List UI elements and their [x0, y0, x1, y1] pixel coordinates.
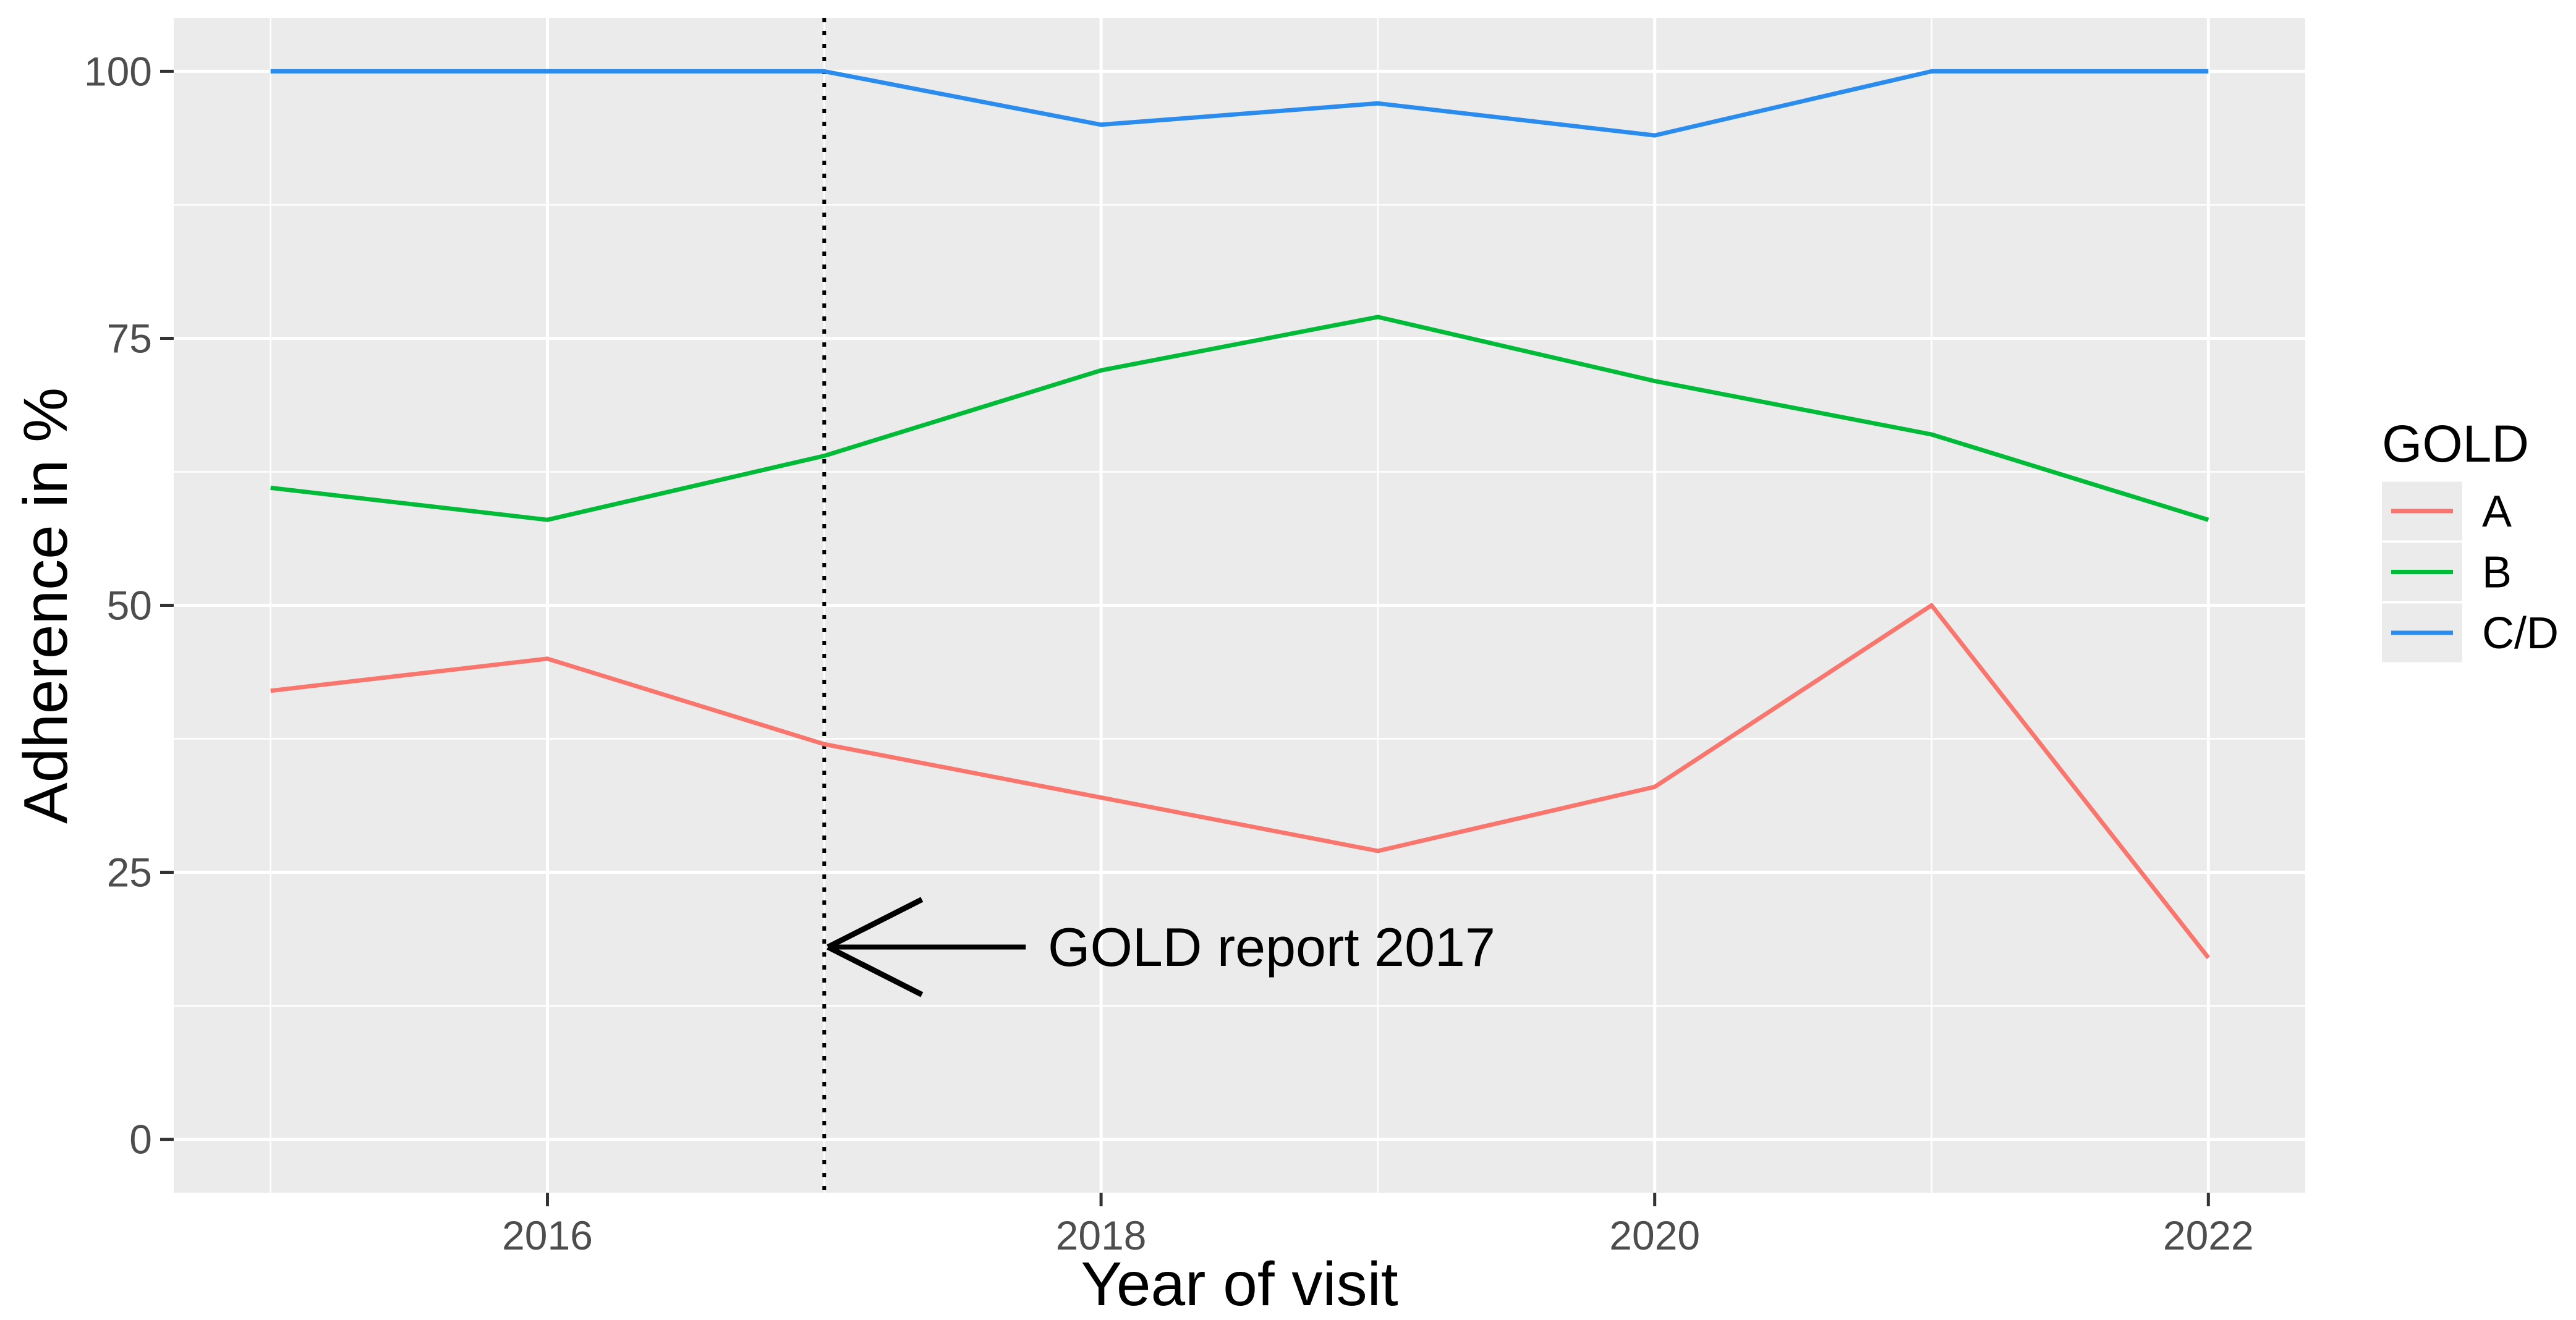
annotation-gold-report: GOLD report 2017	[827, 897, 1495, 997]
legend-entry-label: B	[2482, 548, 2512, 598]
x-axis-title: Year of visit	[1081, 1250, 1398, 1319]
legend-entry-a: A	[2382, 481, 2512, 541]
legend-title: GOLD	[2382, 415, 2529, 473]
arrow-barb-lower	[827, 944, 924, 997]
y-tick-label: 50	[107, 583, 152, 628]
annotation-label: GOLD report 2017	[1048, 916, 1495, 978]
x-tick-label: 2022	[2163, 1212, 2254, 1258]
x-tick-label: 2016	[502, 1212, 593, 1258]
legend-entry-b: B	[2382, 543, 2512, 601]
legend-entry-label: A	[2482, 487, 2512, 536]
y-tick-label: 75	[107, 316, 152, 362]
series-line-b	[270, 315, 2209, 522]
legend-entries: AB C/D	[2382, 481, 2559, 662]
legend-entry-label: C/D	[2482, 609, 2559, 658]
series-line-c-d	[270, 69, 2209, 138]
series-line-a	[270, 603, 2211, 959]
x-axis: 2016 2018 2020 2022	[502, 1193, 2254, 1258]
legend: GOLD AB C/D	[2382, 415, 2559, 662]
y-axis-title: Adherence in %	[11, 387, 80, 824]
y-tick-label: 25	[107, 850, 152, 895]
x-tick-label: 2020	[1609, 1212, 1700, 1258]
y-tick-label: 0	[129, 1117, 152, 1162]
legend-entry-c-d: C/D	[2382, 603, 2559, 662]
arrow-left-icon	[827, 897, 1026, 997]
arrow-barb-upper	[827, 897, 924, 950]
data-series	[270, 69, 2211, 959]
y-tick-label: 100	[84, 48, 152, 94]
x-tick-label: 2018	[1056, 1212, 1147, 1258]
y-axis: 0 25 50 75 100	[84, 48, 174, 1162]
major-gridlines	[174, 18, 2305, 1193]
